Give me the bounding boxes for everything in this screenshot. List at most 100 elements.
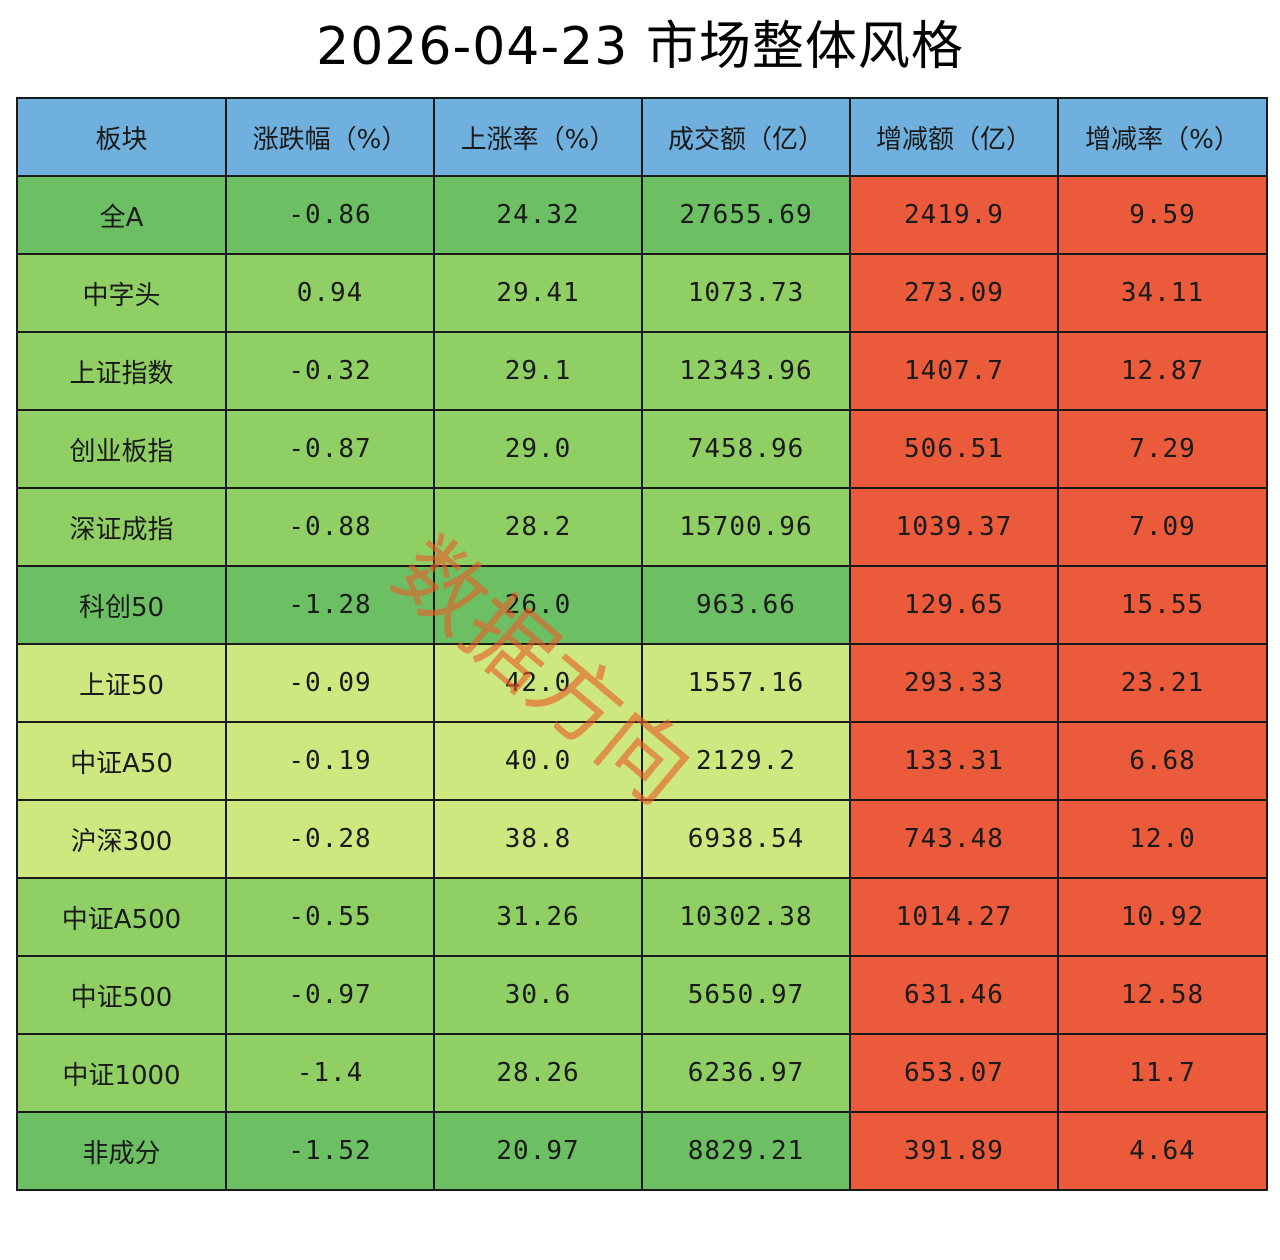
- table-row: 沪深300 -0.28 38.8 6938.54 743.48 12.0: [16, 799, 1268, 879]
- turnover-delta-rate-cell: 9.59: [1057, 175, 1268, 255]
- sector-name-cell: 科创50: [16, 565, 227, 645]
- turnover-cell: 1557.16: [641, 643, 851, 723]
- change-pct-cell: -0.28: [225, 799, 435, 879]
- sector-name-cell: 中证500: [16, 955, 227, 1035]
- turnover-cell: 963.66: [641, 565, 851, 645]
- header-change-pct: 涨跌幅（%）: [225, 97, 435, 177]
- table-row: 中证A500 -0.55 31.26 10302.38 1014.27 10.92: [16, 877, 1268, 957]
- turnover-delta-rate-cell: 7.29: [1057, 409, 1268, 489]
- turnover-delta-cell: 653.07: [849, 1033, 1059, 1113]
- change-pct-cell: -0.32: [225, 331, 435, 411]
- change-pct-cell: -0.55: [225, 877, 435, 957]
- turnover-delta-cell: 1407.7: [849, 331, 1059, 411]
- table-row: 科创50 -1.28 26.0 963.66 129.65 15.55: [16, 565, 1268, 645]
- change-pct-cell: -1.28: [225, 565, 435, 645]
- header-rise-rate: 上涨率（%）: [433, 97, 643, 177]
- turnover-cell: 7458.96: [641, 409, 851, 489]
- turnover-cell: 1073.73: [641, 253, 851, 333]
- table-row: 中证500 -0.97 30.6 5650.97 631.46 12.58: [16, 955, 1268, 1035]
- turnover-delta-rate-cell: 34.11: [1057, 253, 1268, 333]
- turnover-delta-rate-cell: 7.09: [1057, 487, 1268, 567]
- turnover-delta-rate-cell: 10.92: [1057, 877, 1268, 957]
- turnover-delta-rate-cell: 6.68: [1057, 721, 1268, 801]
- turnover-delta-rate-cell: 12.0: [1057, 799, 1268, 879]
- change-pct-cell: -0.09: [225, 643, 435, 723]
- rise-rate-cell: 24.32: [433, 175, 643, 255]
- rise-rate-cell: 42.0: [433, 643, 643, 723]
- header-sector: 板块: [16, 97, 227, 177]
- change-pct-cell: -0.97: [225, 955, 435, 1035]
- rise-rate-cell: 40.0: [433, 721, 643, 801]
- sector-name-cell: 深证成指: [16, 487, 227, 567]
- turnover-delta-cell: 2419.9: [849, 175, 1059, 255]
- turnover-delta-cell: 631.46: [849, 955, 1059, 1035]
- turnover-delta-cell: 391.89: [849, 1111, 1059, 1191]
- sector-name-cell: 沪深300: [16, 799, 227, 879]
- rise-rate-cell: 26.0: [433, 565, 643, 645]
- header-row: 板块 涨跌幅（%） 上涨率（%） 成交额（亿） 增减额（亿） 增减率（%）: [16, 97, 1268, 177]
- table-row: 中证1000 -1.4 28.26 6236.97 653.07 11.7: [16, 1033, 1268, 1113]
- turnover-delta-cell: 293.33: [849, 643, 1059, 723]
- rise-rate-cell: 29.41: [433, 253, 643, 333]
- sector-name-cell: 中证A500: [16, 877, 227, 957]
- turnover-delta-cell: 133.31: [849, 721, 1059, 801]
- turnover-cell: 10302.38: [641, 877, 851, 957]
- rise-rate-cell: 29.0: [433, 409, 643, 489]
- table-row: 非成分 -1.52 20.97 8829.21 391.89 4.64: [16, 1111, 1268, 1191]
- rise-rate-cell: 30.6: [433, 955, 643, 1035]
- turnover-delta-rate-cell: 23.21: [1057, 643, 1268, 723]
- change-pct-cell: 0.94: [225, 253, 435, 333]
- rise-rate-cell: 28.26: [433, 1033, 643, 1113]
- turnover-delta-cell: 743.48: [849, 799, 1059, 879]
- turnover-delta-rate-cell: 11.7: [1057, 1033, 1268, 1113]
- table-row: 上证指数 -0.32 29.1 12343.96 1407.7 12.87: [16, 331, 1268, 411]
- header-turnover-delta-rate: 增减率（%）: [1057, 97, 1268, 177]
- turnover-delta-rate-cell: 12.58: [1057, 955, 1268, 1035]
- turnover-cell: 12343.96: [641, 331, 851, 411]
- change-pct-cell: -0.87: [225, 409, 435, 489]
- change-pct-cell: -0.19: [225, 721, 435, 801]
- change-pct-cell: -0.86: [225, 175, 435, 255]
- table-row: 中证A50 -0.19 40.0 2129.2 133.31 6.68: [16, 721, 1268, 801]
- sector-name-cell: 中证1000: [16, 1033, 227, 1113]
- sector-name-cell: 非成分: [16, 1111, 227, 1191]
- rise-rate-cell: 20.97: [433, 1111, 643, 1191]
- table-row: 创业板指 -0.87 29.0 7458.96 506.51 7.29: [16, 409, 1268, 489]
- turnover-cell: 2129.2: [641, 721, 851, 801]
- turnover-delta-cell: 506.51: [849, 409, 1059, 489]
- header-turnover-delta: 增减额（亿）: [849, 97, 1059, 177]
- change-pct-cell: -0.88: [225, 487, 435, 567]
- turnover-delta-cell: 1039.37: [849, 487, 1059, 567]
- turnover-cell: 15700.96: [641, 487, 851, 567]
- rise-rate-cell: 28.2: [433, 487, 643, 567]
- turnover-delta-cell: 129.65: [849, 565, 1059, 645]
- sector-name-cell: 上证指数: [16, 331, 227, 411]
- sector-name-cell: 中证A50: [16, 721, 227, 801]
- market-style-table: 板块 涨跌幅（%） 上涨率（%） 成交额（亿） 增减额（亿） 增减率（%） 全A…: [16, 97, 1268, 1191]
- change-pct-cell: -1.52: [225, 1111, 435, 1191]
- turnover-cell: 27655.69: [641, 175, 851, 255]
- table-row: 中字头 0.94 29.41 1073.73 273.09 34.11: [16, 253, 1268, 333]
- turnover-delta-rate-cell: 15.55: [1057, 565, 1268, 645]
- header-turnover: 成交额（亿）: [641, 97, 851, 177]
- change-pct-cell: -1.4: [225, 1033, 435, 1113]
- turnover-delta-cell: 1014.27: [849, 877, 1059, 957]
- turnover-cell: 5650.97: [641, 955, 851, 1035]
- turnover-cell: 6236.97: [641, 1033, 851, 1113]
- sector-name-cell: 创业板指: [16, 409, 227, 489]
- turnover-cell: 6938.54: [641, 799, 851, 879]
- rise-rate-cell: 31.26: [433, 877, 643, 957]
- table-row: 全A -0.86 24.32 27655.69 2419.9 9.59: [16, 175, 1268, 255]
- page-title: 2026-04-23 市场整体风格: [316, 17, 964, 77]
- rise-rate-cell: 29.1: [433, 331, 643, 411]
- turnover-delta-cell: 273.09: [849, 253, 1059, 333]
- turnover-cell: 8829.21: [641, 1111, 851, 1191]
- table-body: 全A -0.86 24.32 27655.69 2419.9 9.59 中字头 0.94 29.…: [16, 175, 1268, 1191]
- table-row: 深证成指 -0.88 28.2 15700.96 1039.37 7.09: [16, 487, 1268, 567]
- table-row: 上证50 -0.09 42.0 1557.16 293.33 23.21: [16, 643, 1268, 723]
- sector-name-cell: 上证50: [16, 643, 227, 723]
- turnover-delta-rate-cell: 4.64: [1057, 1111, 1268, 1191]
- turnover-delta-rate-cell: 12.87: [1057, 331, 1268, 411]
- rise-rate-cell: 38.8: [433, 799, 643, 879]
- sector-name-cell: 中字头: [16, 253, 227, 333]
